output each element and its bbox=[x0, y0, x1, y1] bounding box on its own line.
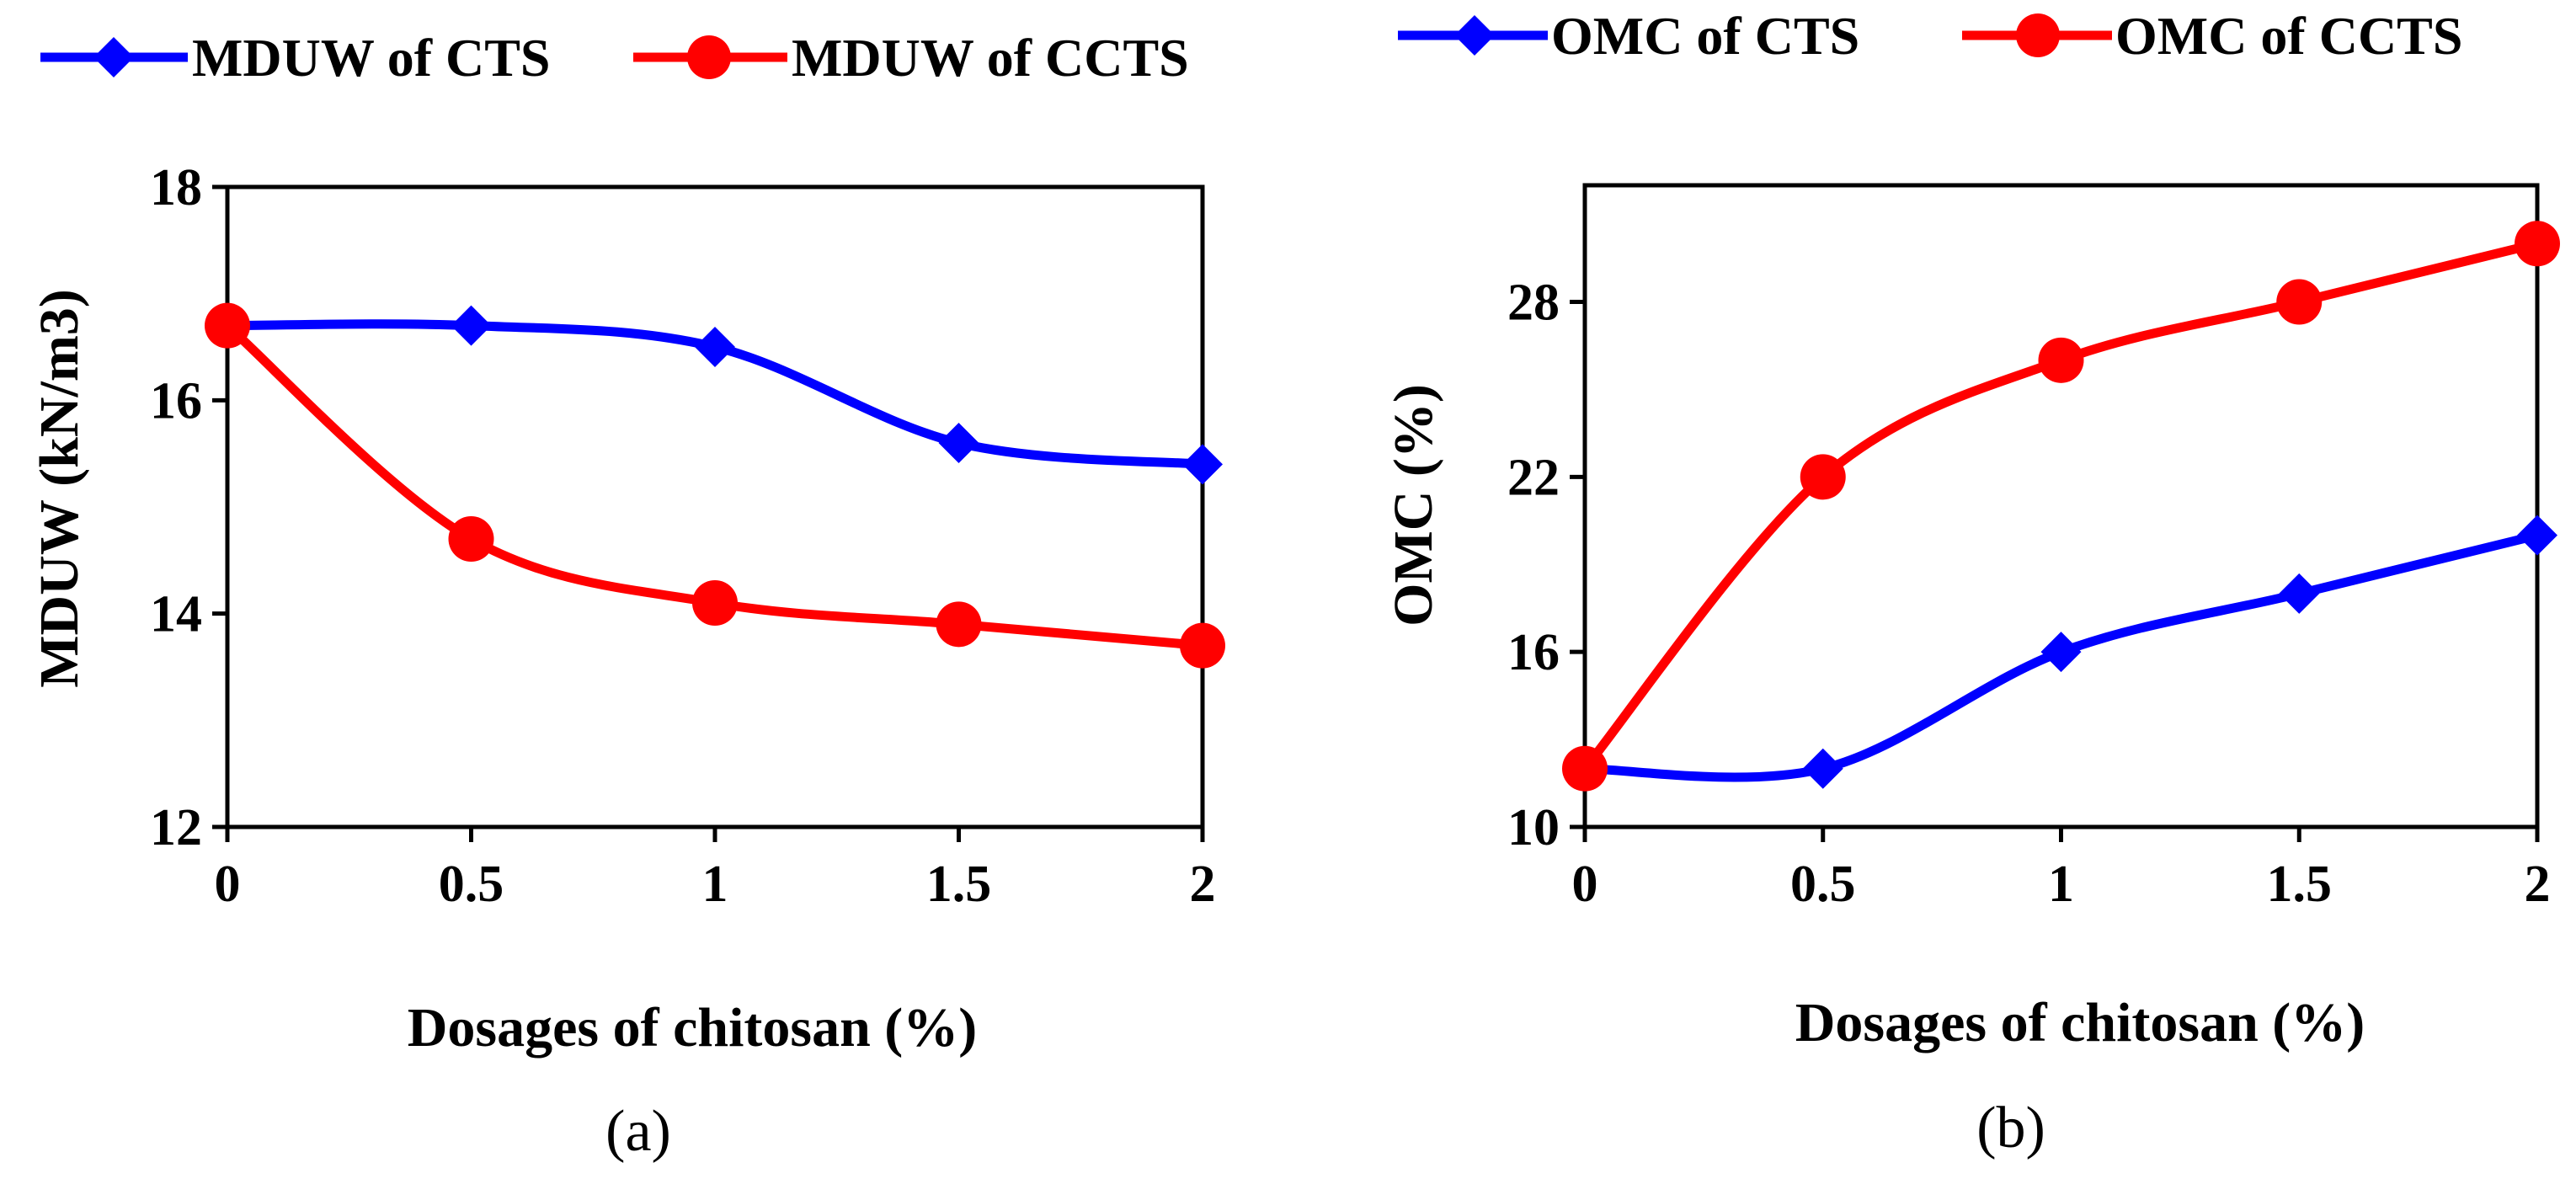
y-axis-title-b: OMC (%) bbox=[1383, 384, 1444, 627]
legend-b-ccts-circle-icon bbox=[2016, 13, 2060, 57]
data-point-diamond bbox=[938, 423, 979, 463]
x-axis-title-a: Dosages of chitosan (%) bbox=[408, 997, 977, 1059]
data-point-circle bbox=[1180, 622, 1225, 669]
legend-b-ccts-label: OMC of CCTS bbox=[2115, 6, 2462, 66]
y-tick-label: 22 bbox=[1507, 449, 1560, 506]
data-point-circle bbox=[692, 580, 738, 626]
data-point-circle bbox=[2515, 221, 2560, 267]
y-tick-label: 28 bbox=[1507, 275, 1560, 332]
legend-b: OMC of CTS OMC of CCTS bbox=[1398, 6, 2462, 66]
data-point-diamond bbox=[1802, 748, 1843, 789]
series-line-ccts bbox=[1580, 238, 2542, 774]
y-tick-label: 12 bbox=[150, 799, 202, 856]
chart-panel-b: OMC of CTS OMC of CCTS 0 0.5 1 1.5 2 10 16 22 28… bbox=[1383, 6, 2560, 1160]
y-tick-label: 18 bbox=[150, 159, 202, 216]
x-tick-label: 0 bbox=[1572, 856, 1598, 913]
x-axis-title-b: Dosages of chitosan (%) bbox=[1795, 992, 2365, 1053]
series-group-b bbox=[1562, 221, 2560, 792]
legend-a: MDUW of CTS MDUW of CCTS bbox=[40, 28, 1189, 88]
data-point-circle bbox=[1562, 745, 1608, 792]
x-tick-label: 1 bbox=[702, 856, 728, 913]
legend-b-cts-diamond-icon bbox=[1454, 15, 1495, 56]
legend-b-cts-label: OMC of CTS bbox=[1551, 6, 1859, 66]
legend-a-cts-diamond-icon bbox=[93, 37, 134, 77]
y-tick-label: 14 bbox=[150, 586, 202, 643]
data-point-circle bbox=[936, 601, 982, 648]
x-tick-label: 0.5 bbox=[1790, 856, 1856, 913]
series-group-a bbox=[205, 302, 1225, 669]
x-tick-label: 0 bbox=[215, 856, 241, 913]
data-point-diamond bbox=[2040, 632, 2082, 673]
y-tick-label: 16 bbox=[1507, 624, 1560, 681]
chart-panel-a: MDUW of CTS MDUW of CCTS 0 0.5 1 1.5 2 12 14 16… bbox=[29, 28, 1225, 1164]
data-point-circle bbox=[2276, 279, 2323, 325]
x-tick-label: 1.5 bbox=[2267, 856, 2333, 913]
plot-area-a bbox=[225, 184, 1205, 829]
y-tick-label: 16 bbox=[150, 372, 202, 429]
data-point-circle bbox=[2038, 337, 2084, 383]
axis-ticks-b: 0 0.5 1 1.5 2 10 16 22 28 bbox=[1507, 275, 2551, 913]
y-tick-label: 10 bbox=[1507, 799, 1560, 856]
legend-a-ccts-circle-icon bbox=[687, 35, 731, 79]
data-point-diamond bbox=[2279, 573, 2320, 614]
x-tick-label: 2 bbox=[2525, 856, 2551, 913]
y-axis-title-a: MDUW (kN/m3) bbox=[29, 289, 90, 688]
data-point-diamond bbox=[451, 305, 492, 346]
data-point-circle bbox=[205, 302, 250, 349]
x-tick-label: 2 bbox=[1190, 856, 1216, 913]
x-tick-label: 0.5 bbox=[439, 856, 504, 913]
data-point-diamond bbox=[2517, 515, 2557, 556]
panel-label-b: (b) bbox=[1976, 1096, 2045, 1160]
data-point-diamond bbox=[1182, 444, 1223, 485]
data-point-diamond bbox=[695, 327, 735, 367]
panel-label-a: (a) bbox=[605, 1099, 671, 1164]
axis-ticks-a: 0 0.5 1 1.5 2 12 14 16 18 bbox=[150, 159, 1216, 913]
data-point-circle bbox=[1800, 454, 1846, 500]
legend-a-ccts-label: MDUW of CCTS bbox=[792, 28, 1189, 88]
legend-a-cts-label: MDUW of CTS bbox=[192, 28, 551, 88]
x-tick-label: 1.5 bbox=[926, 856, 992, 913]
x-tick-label: 1 bbox=[2048, 856, 2074, 913]
data-point-circle bbox=[448, 516, 494, 562]
